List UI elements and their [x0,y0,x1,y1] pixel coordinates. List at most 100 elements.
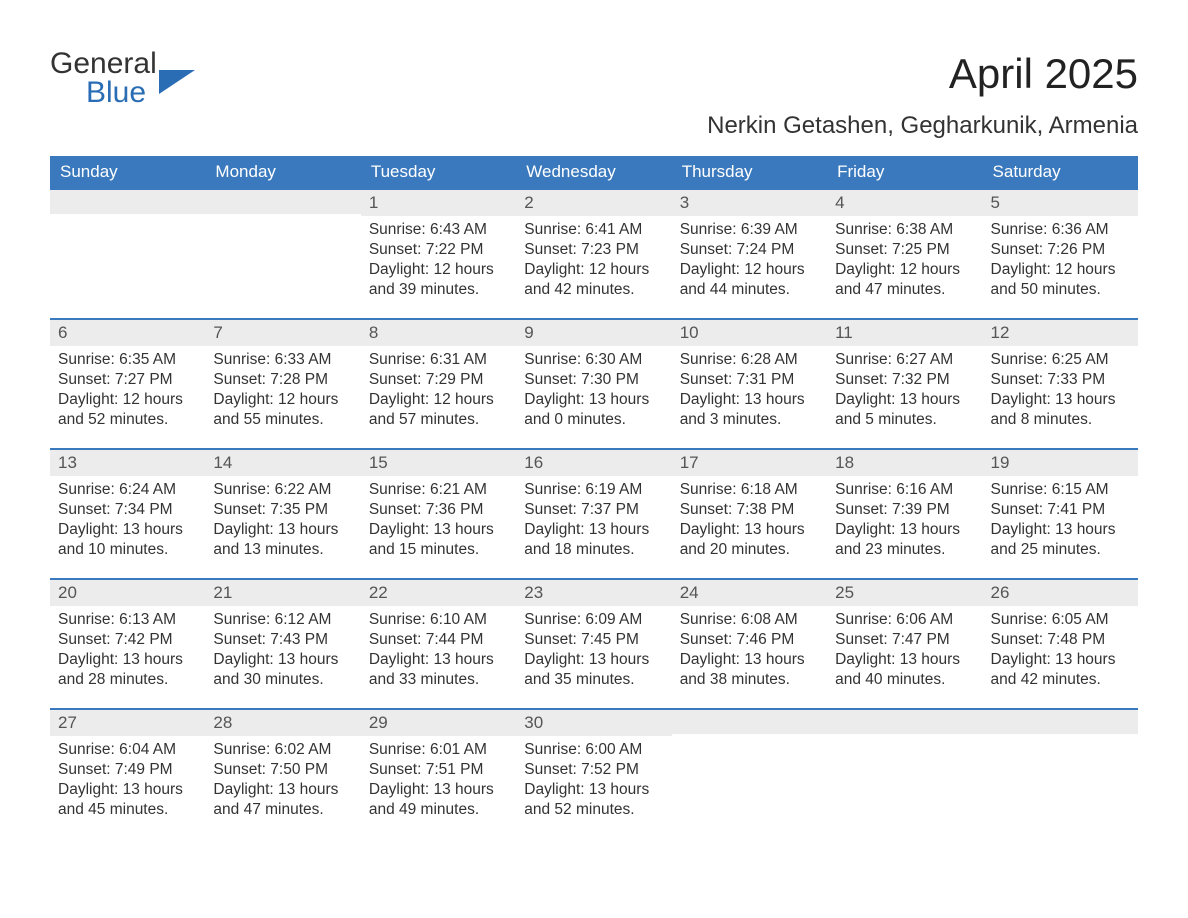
day-number: 30 [516,710,671,736]
daylight-text: Daylight: 13 hours and 38 minutes. [680,650,819,690]
day-header: Sunday [50,156,205,188]
day-details: Sunrise: 6:35 AMSunset: 7:27 PMDaylight:… [50,346,205,431]
day-details: Sunrise: 6:00 AMSunset: 7:52 PMDaylight:… [516,736,671,821]
sunset-text: Sunset: 7:36 PM [369,500,508,520]
day-cell [50,190,205,318]
sunset-text: Sunset: 7:45 PM [524,630,663,650]
sunrise-text: Sunrise: 6:21 AM [369,480,508,500]
sunrise-text: Sunrise: 6:01 AM [369,740,508,760]
sunrise-text: Sunrise: 6:33 AM [213,350,352,370]
daylight-text: Daylight: 13 hours and 13 minutes. [213,520,352,560]
sunrise-text: Sunrise: 6:00 AM [524,740,663,760]
day-header: Monday [205,156,360,188]
sunset-text: Sunset: 7:29 PM [369,370,508,390]
day-number: 14 [205,450,360,476]
day-details: Sunrise: 6:04 AMSunset: 7:49 PMDaylight:… [50,736,205,821]
day-details: Sunrise: 6:30 AMSunset: 7:30 PMDaylight:… [516,346,671,431]
day-number: 4 [827,190,982,216]
daylight-text: Daylight: 13 hours and 5 minutes. [835,390,974,430]
day-number: 23 [516,580,671,606]
day-number: 6 [50,320,205,346]
sunrise-text: Sunrise: 6:31 AM [369,350,508,370]
daylight-text: Daylight: 13 hours and 25 minutes. [991,520,1130,560]
daylight-text: Daylight: 13 hours and 47 minutes. [213,780,352,820]
sunset-text: Sunset: 7:24 PM [680,240,819,260]
logo-line1: General [50,50,157,79]
day-cell: 14Sunrise: 6:22 AMSunset: 7:35 PMDayligh… [205,450,360,578]
sunrise-text: Sunrise: 6:10 AM [369,610,508,630]
day-details: Sunrise: 6:18 AMSunset: 7:38 PMDaylight:… [672,476,827,561]
sunset-text: Sunset: 7:49 PM [58,760,197,780]
day-header: Saturday [983,156,1138,188]
sunset-text: Sunset: 7:41 PM [991,500,1130,520]
sunrise-text: Sunrise: 6:06 AM [835,610,974,630]
week-row: 20Sunrise: 6:13 AMSunset: 7:42 PMDayligh… [50,578,1138,708]
daylight-text: Daylight: 13 hours and 52 minutes. [524,780,663,820]
sunset-text: Sunset: 7:35 PM [213,500,352,520]
day-number: 12 [983,320,1138,346]
sunrise-text: Sunrise: 6:39 AM [680,220,819,240]
day-details: Sunrise: 6:25 AMSunset: 7:33 PMDaylight:… [983,346,1138,431]
sunset-text: Sunset: 7:37 PM [524,500,663,520]
sunrise-text: Sunrise: 6:28 AM [680,350,819,370]
day-details: Sunrise: 6:36 AMSunset: 7:26 PMDaylight:… [983,216,1138,301]
daylight-text: Daylight: 12 hours and 52 minutes. [58,390,197,430]
day-cell [205,190,360,318]
day-cell: 26Sunrise: 6:05 AMSunset: 7:48 PMDayligh… [983,580,1138,708]
sunset-text: Sunset: 7:44 PM [369,630,508,650]
week-row: 13Sunrise: 6:24 AMSunset: 7:34 PMDayligh… [50,448,1138,578]
sunset-text: Sunset: 7:33 PM [991,370,1130,390]
sunset-text: Sunset: 7:31 PM [680,370,819,390]
title-block: April 2025 Nerkin Getashen, Gegharkunik,… [707,50,1138,140]
sunset-text: Sunset: 7:30 PM [524,370,663,390]
day-number: 7 [205,320,360,346]
sunrise-text: Sunrise: 6:15 AM [991,480,1130,500]
day-cell: 7Sunrise: 6:33 AMSunset: 7:28 PMDaylight… [205,320,360,448]
week-row: 1Sunrise: 6:43 AMSunset: 7:22 PMDaylight… [50,188,1138,318]
sunrise-text: Sunrise: 6:02 AM [213,740,352,760]
sunrise-text: Sunrise: 6:13 AM [58,610,197,630]
day-cell: 5Sunrise: 6:36 AMSunset: 7:26 PMDaylight… [983,190,1138,318]
logo-triangle-icon [159,70,195,94]
sunset-text: Sunset: 7:50 PM [213,760,352,780]
day-number: 25 [827,580,982,606]
daylight-text: Daylight: 12 hours and 57 minutes. [369,390,508,430]
sunset-text: Sunset: 7:22 PM [369,240,508,260]
day-details: Sunrise: 6:05 AMSunset: 7:48 PMDaylight:… [983,606,1138,691]
day-cell: 3Sunrise: 6:39 AMSunset: 7:24 PMDaylight… [672,190,827,318]
day-number [983,710,1138,734]
day-cell: 23Sunrise: 6:09 AMSunset: 7:45 PMDayligh… [516,580,671,708]
daylight-text: Daylight: 13 hours and 42 minutes. [991,650,1130,690]
day-details: Sunrise: 6:28 AMSunset: 7:31 PMDaylight:… [672,346,827,431]
day-details: Sunrise: 6:27 AMSunset: 7:32 PMDaylight:… [827,346,982,431]
day-cell: 9Sunrise: 6:30 AMSunset: 7:30 PMDaylight… [516,320,671,448]
day-details: Sunrise: 6:06 AMSunset: 7:47 PMDaylight:… [827,606,982,691]
day-cell: 4Sunrise: 6:38 AMSunset: 7:25 PMDaylight… [827,190,982,318]
day-cell: 8 Sunrise: 6:31 AMSunset: 7:29 PMDaylight… [361,320,516,448]
day-details: Sunrise: 6:01 AMSunset: 7:51 PMDaylight:… [361,736,516,821]
daylight-text: Daylight: 13 hours and 0 minutes. [524,390,663,430]
daylight-text: Daylight: 12 hours and 39 minutes. [369,260,508,300]
day-number: 8 [361,320,516,346]
day-details: Sunrise: 6:15 AMSunset: 7:41 PMDaylight:… [983,476,1138,561]
sunset-text: Sunset: 7:47 PM [835,630,974,650]
sunrise-text: Sunrise: 6:30 AM [524,350,663,370]
day-details: Sunrise: 6:09 AMSunset: 7:45 PMDaylight:… [516,606,671,691]
sunrise-text: Sunrise: 6:09 AM [524,610,663,630]
sunrise-text: Sunrise: 6:41 AM [524,220,663,240]
day-details: Sunrise: 6:19 AMSunset: 7:37 PMDaylight:… [516,476,671,561]
day-number: 26 [983,580,1138,606]
day-cell: 11Sunrise: 6:27 AMSunset: 7:32 PMDayligh… [827,320,982,448]
day-number: 11 [827,320,982,346]
sunrise-text: Sunrise: 6:24 AM [58,480,197,500]
sunset-text: Sunset: 7:52 PM [524,760,663,780]
day-details: Sunrise: 6:13 AMSunset: 7:42 PMDaylight:… [50,606,205,691]
day-number: 29 [361,710,516,736]
day-cell: 10Sunrise: 6:28 AMSunset: 7:31 PMDayligh… [672,320,827,448]
daylight-text: Daylight: 13 hours and 15 minutes. [369,520,508,560]
day-details: Sunrise: 6:22 AMSunset: 7:35 PMDaylight:… [205,476,360,561]
day-details: Sunrise: 6:39 AMSunset: 7:24 PMDaylight:… [672,216,827,301]
week-row: 27Sunrise: 6:04 AMSunset: 7:49 PMDayligh… [50,708,1138,838]
sunset-text: Sunset: 7:42 PM [58,630,197,650]
logo-line2: Blue [50,79,157,108]
